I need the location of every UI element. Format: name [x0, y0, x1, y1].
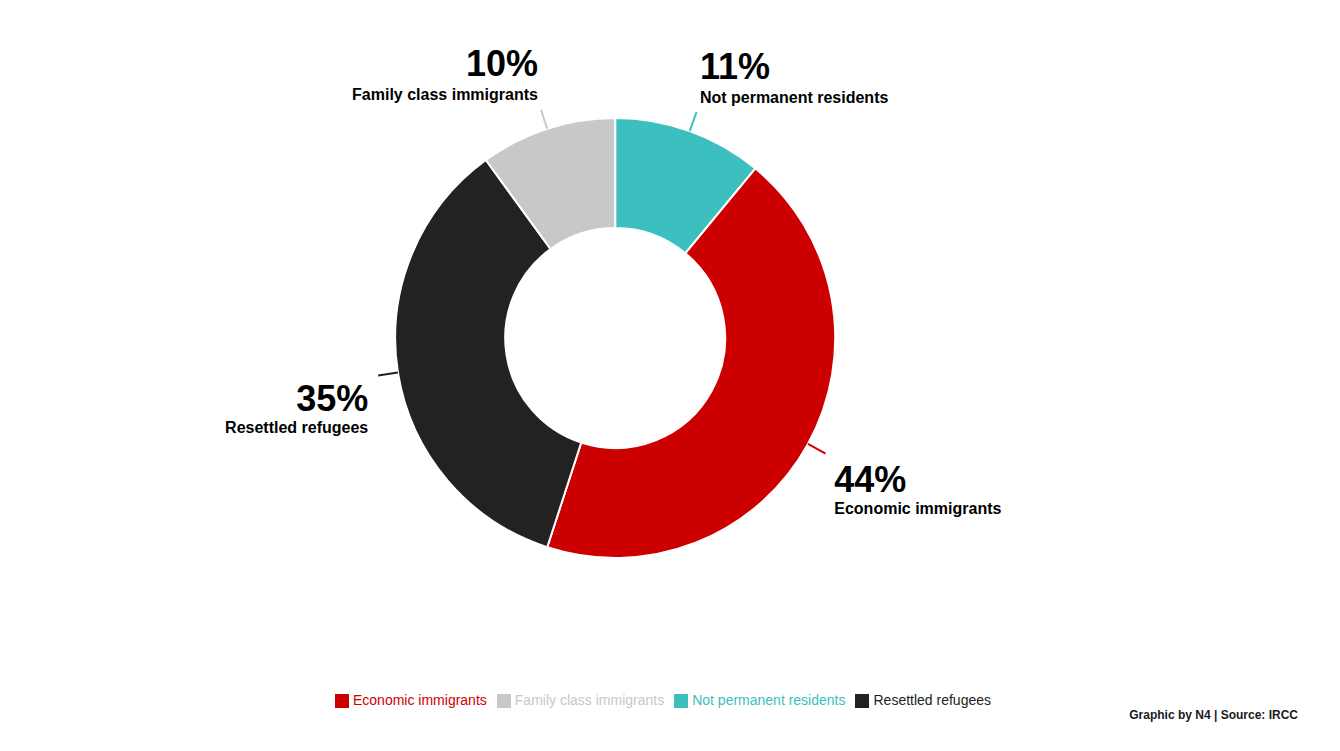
svg-text:10%: 10%: [466, 43, 538, 84]
svg-text:Not permanent residents: Not permanent residents: [700, 89, 889, 106]
html-text:Resettled refugees: Resettled refugees: [873, 691, 991, 708]
svg-text:11%: 11%: [700, 46, 770, 87]
svg-text:Economic immigrants: Economic immigrants: [834, 500, 1001, 517]
svg-text:35%: 35%: [296, 378, 368, 419]
html-text:Graphic by N4 | Source: IRCC: Graphic by N4 | Source: IRCC: [1129, 708, 1298, 722]
svg-text:Resettled refugees: Resettled refugees: [225, 419, 368, 436]
svg-text:44%: 44%: [834, 459, 906, 500]
svg-text:Family class immigrants: Family class immigrants: [352, 86, 538, 103]
html-text:Economic immigrants: Economic immigrants: [353, 691, 487, 708]
html-text:Family class immigrants: Family class immigrants: [514, 691, 665, 708]
html-text:Not permanent residents: Not permanent residents: [692, 691, 846, 708]
